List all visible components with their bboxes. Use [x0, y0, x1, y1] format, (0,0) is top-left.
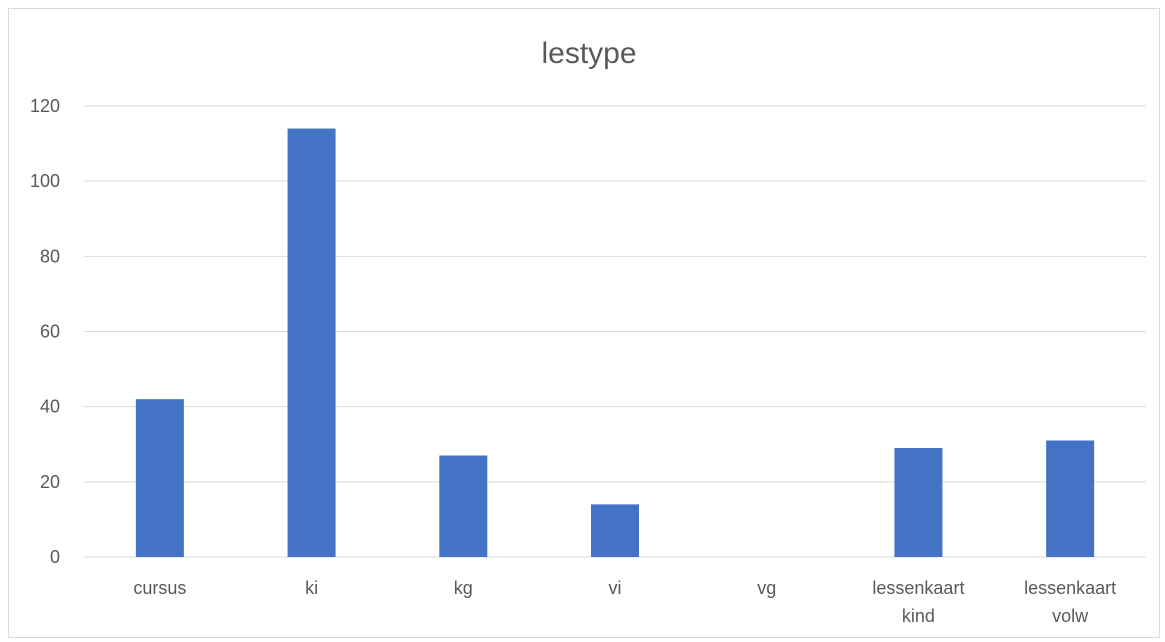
x-category-label: ki	[305, 578, 318, 598]
gridlines	[84, 105, 1146, 558]
x-category-label: lessenkaart	[872, 578, 964, 598]
chart-title: lestype	[541, 37, 636, 70]
bars	[135, 128, 1095, 558]
y-axis-ticks: 0 20 40 60 80 100 120	[30, 96, 60, 567]
y-tick-label: 20	[40, 472, 60, 492]
x-category-label: vi	[609, 578, 622, 598]
bar	[894, 448, 943, 557]
y-tick-label: 0	[50, 547, 60, 567]
x-category-label: lessenkaart	[1024, 578, 1116, 598]
y-tick-label: 80	[40, 246, 60, 266]
y-tick-label: 120	[30, 96, 60, 116]
bar	[591, 504, 639, 557]
x-category-label: vg	[757, 578, 776, 598]
y-tick-label: 100	[30, 171, 60, 191]
chart-frame	[8, 8, 1160, 638]
x-category-label: volw	[1052, 606, 1089, 626]
x-category-label: cursus	[133, 578, 186, 598]
x-category-label: kg	[454, 578, 473, 598]
y-tick-label: 40	[40, 397, 60, 417]
bar	[287, 128, 336, 558]
x-axis-labels: cursus ki kg vi vg lessenkaart kind lessenkaart…	[133, 578, 1116, 626]
x-category-label: kind	[902, 606, 935, 626]
bar	[135, 399, 184, 557]
y-tick-label: 60	[40, 322, 60, 342]
bar	[439, 455, 488, 557]
bar	[1046, 440, 1095, 557]
